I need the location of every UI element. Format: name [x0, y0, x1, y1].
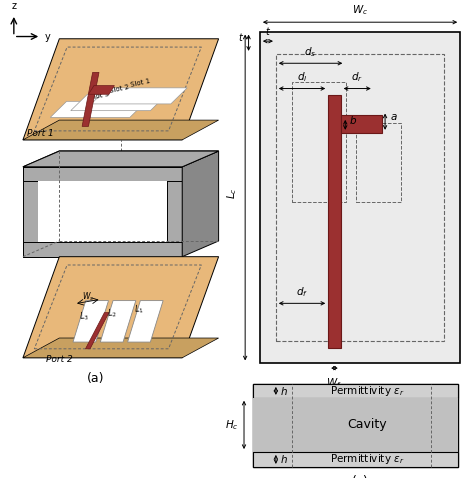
Bar [253, 398, 458, 452]
Text: Permittivity $\varepsilon_r$: Permittivity $\varepsilon_r$ [330, 452, 404, 467]
Text: Slot 3: Slot 3 [89, 91, 109, 101]
Text: (b): (b) [351, 385, 369, 399]
Bar [253, 384, 458, 398]
Polygon shape [182, 151, 219, 257]
Text: Port 1: Port 1 [27, 130, 54, 139]
Bar [356, 123, 401, 202]
Polygon shape [23, 242, 182, 257]
Text: Cavity: Cavity [347, 418, 387, 431]
Polygon shape [50, 101, 146, 118]
Bar [276, 54, 444, 341]
Text: (c): (c) [352, 475, 368, 478]
Polygon shape [128, 301, 163, 342]
Polygon shape [38, 182, 167, 242]
Bar [253, 452, 458, 467]
Text: $a$: $a$ [390, 112, 397, 122]
Polygon shape [73, 301, 109, 342]
Text: $W_c$: $W_c$ [352, 4, 368, 18]
Text: $L_1$: $L_1$ [134, 303, 144, 316]
Bar [253, 384, 458, 467]
Text: Slot 2: Slot 2 [109, 84, 130, 94]
Text: Permittivity $\varepsilon_r$: Permittivity $\varepsilon_r$ [330, 384, 404, 398]
Text: $H_c$: $H_c$ [225, 418, 238, 432]
Text: $W_f$: $W_f$ [327, 376, 342, 390]
Text: (a): (a) [87, 372, 104, 385]
Text: Port 2: Port 2 [46, 355, 73, 364]
Text: $h$: $h$ [281, 454, 288, 466]
Polygon shape [23, 120, 219, 140]
Polygon shape [23, 167, 182, 182]
Text: $t$: $t$ [265, 25, 271, 37]
Polygon shape [23, 167, 38, 257]
Text: $L_2$: $L_2$ [107, 306, 117, 320]
Text: $b$: $b$ [349, 114, 357, 126]
Text: Slot 1: Slot 1 [130, 77, 151, 87]
Polygon shape [89, 86, 114, 94]
Polygon shape [23, 338, 219, 358]
Polygon shape [71, 95, 167, 111]
Text: $L_c$: $L_c$ [226, 187, 239, 199]
Text: $d_f$: $d_f$ [296, 285, 308, 299]
Text: $d_s$: $d_s$ [304, 45, 316, 58]
Bar [260, 32, 460, 363]
Text: y: y [45, 32, 50, 42]
Polygon shape [167, 167, 182, 257]
Polygon shape [23, 151, 219, 167]
Polygon shape [23, 257, 219, 358]
Text: $h$: $h$ [281, 385, 288, 397]
Polygon shape [23, 39, 219, 140]
Bar [341, 115, 382, 133]
Text: $d_r$: $d_r$ [351, 70, 363, 84]
Polygon shape [82, 72, 99, 126]
Polygon shape [23, 151, 219, 167]
Text: $t$: $t$ [238, 31, 244, 43]
Polygon shape [85, 313, 109, 349]
Text: $d_l$: $d_l$ [297, 70, 307, 84]
Text: $W_s$: $W_s$ [82, 290, 94, 303]
Polygon shape [91, 88, 187, 104]
Polygon shape [100, 301, 136, 342]
Bar [292, 82, 346, 202]
Text: $L_3$: $L_3$ [79, 310, 90, 323]
Bar [328, 95, 341, 348]
Text: z: z [11, 0, 16, 11]
